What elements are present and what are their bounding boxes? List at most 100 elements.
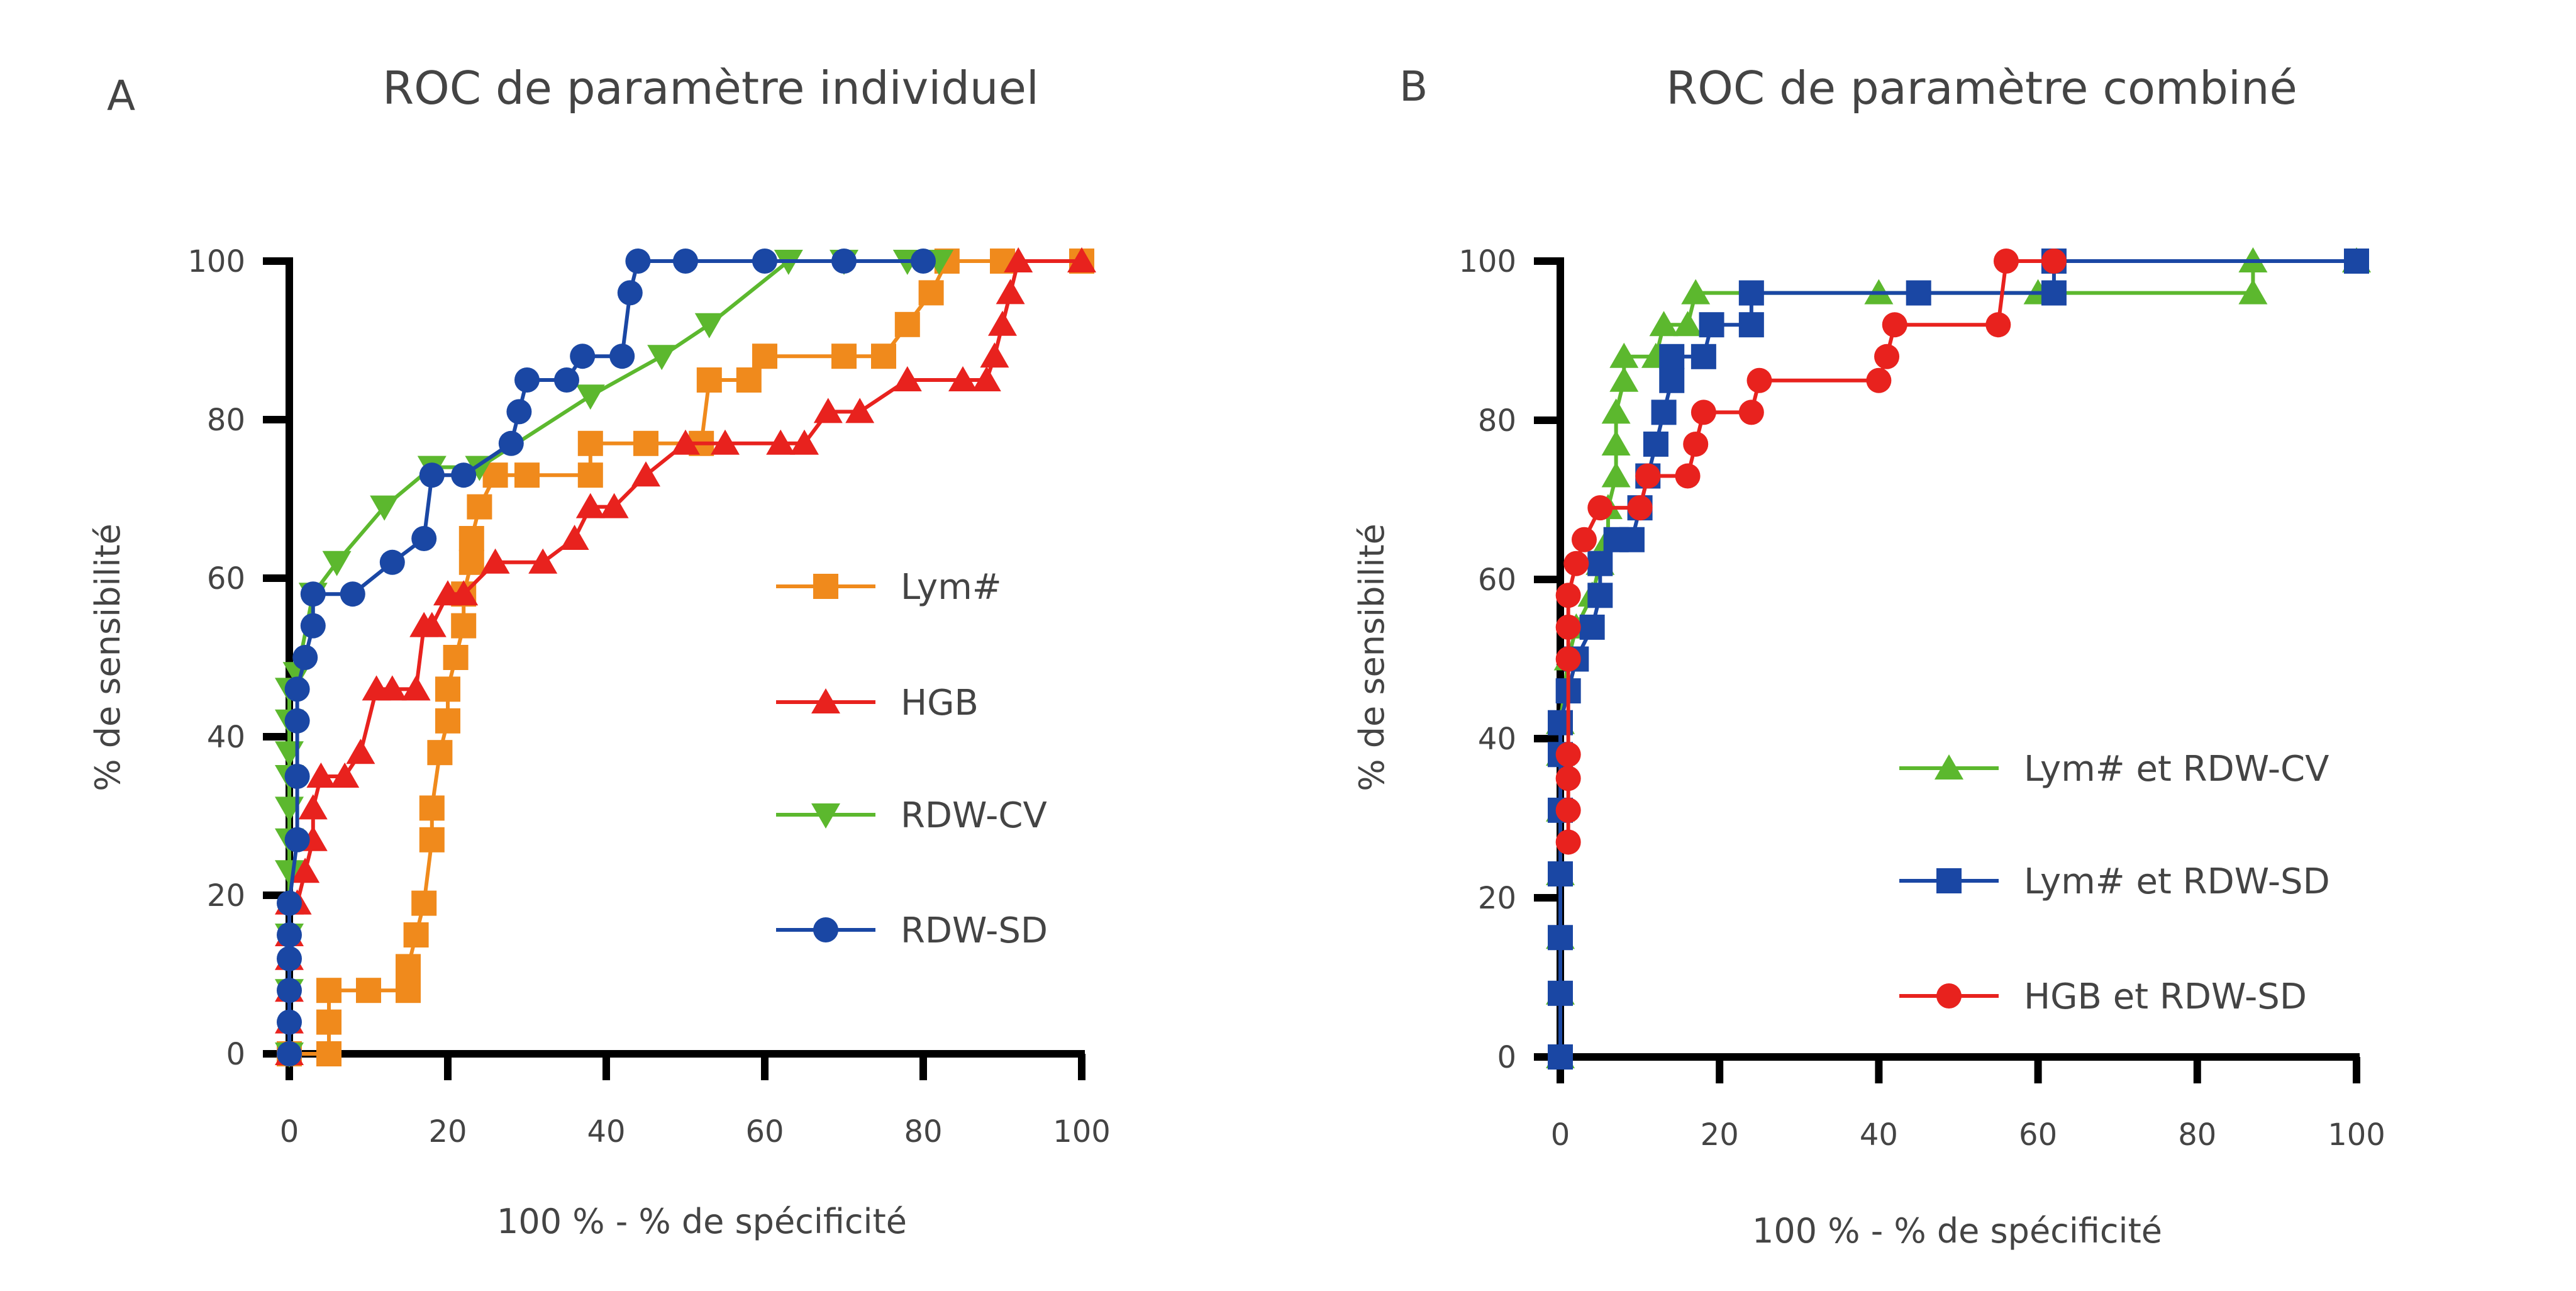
data-point — [1746, 367, 1772, 393]
data-point — [577, 462, 603, 488]
data-point — [292, 645, 318, 670]
data-point — [451, 613, 477, 639]
panel-a: A ROC de paramètre individuel 100 % - % … — [88, 62, 1111, 1241]
data-point — [396, 978, 421, 1003]
data-point — [1690, 344, 1716, 369]
legend-label: HGB — [901, 683, 979, 724]
legend-item: HGB — [776, 683, 979, 724]
data-point — [275, 860, 304, 886]
data-point — [1738, 280, 1764, 306]
data-point — [300, 581, 326, 607]
series-lym-et-rdw-sd — [1548, 249, 2369, 1070]
data-point — [1548, 861, 1573, 887]
data-point — [340, 581, 365, 607]
data-point — [980, 342, 1009, 368]
data-point — [711, 429, 740, 455]
data-point — [449, 580, 479, 606]
data-point — [1563, 550, 1589, 576]
chart-title: ROC de paramètre individuel — [382, 62, 1039, 115]
legend-label: RDW-CV — [901, 795, 1047, 836]
data-point — [330, 763, 360, 788]
data-point — [1067, 247, 1096, 272]
data-point — [1690, 400, 1716, 425]
data-point — [1985, 312, 2011, 338]
data-point — [673, 249, 698, 274]
data-point — [752, 344, 777, 369]
series-line — [287, 259, 1082, 1054]
data-point — [514, 462, 540, 488]
data-point — [401, 675, 431, 701]
y-tick-label: 40 — [1478, 722, 1516, 757]
data-point — [554, 367, 579, 393]
data-point — [306, 763, 336, 788]
data-point — [356, 978, 381, 1003]
data-point — [377, 675, 407, 701]
data-point — [316, 978, 341, 1003]
data-point — [2041, 280, 2067, 306]
data-point — [1681, 279, 1711, 305]
x-tick-label: 100 — [2328, 1117, 2385, 1153]
data-point — [379, 549, 405, 575]
data-point — [599, 493, 629, 518]
data-point — [419, 827, 445, 852]
data-point — [1579, 614, 1605, 640]
legend-item: HGB et RDW-SD — [1899, 976, 2307, 1017]
data-point — [443, 645, 469, 670]
data-point — [575, 384, 605, 410]
data-point — [1866, 367, 1892, 393]
legend-item: Lym# — [776, 567, 1002, 608]
data-point — [480, 548, 510, 574]
data-point — [766, 429, 796, 455]
y-axis-title: % de sensibilité — [88, 523, 128, 791]
data-point — [1587, 550, 1613, 576]
data-point — [625, 249, 651, 274]
data-point — [1555, 646, 1581, 672]
series-line — [287, 259, 940, 1054]
data-point — [435, 708, 460, 734]
legend-item: RDW-SD — [776, 910, 1048, 951]
legend-marker — [1936, 983, 1962, 1009]
data-point — [1555, 829, 1581, 855]
data-point — [300, 613, 326, 639]
legend-label: Lym# et RDW-SD — [2024, 861, 2330, 902]
data-point — [465, 455, 494, 481]
series-hgb-et-rdw-sd — [1555, 249, 2067, 855]
x-tick-label: 20 — [1701, 1117, 1739, 1153]
data-point — [1738, 400, 1764, 425]
data-point — [514, 367, 540, 393]
data-point — [1571, 527, 1597, 552]
legend-marker — [813, 574, 838, 599]
legend-marker — [1935, 754, 1963, 780]
data-point — [831, 249, 857, 274]
data-point — [1993, 249, 2019, 274]
data-point — [696, 367, 722, 393]
x-axis-title: 100 % - % de spécificité — [1752, 1211, 2162, 1251]
axes: 0 20 40 60 80 100 0 20 40 60 80 100 — [187, 244, 1110, 1149]
y-axis-title: % de sensibilité — [1352, 523, 1392, 791]
legend-marker — [1936, 868, 1962, 893]
data-point — [284, 827, 310, 852]
data-point — [396, 954, 421, 980]
legend-item: Lym# et RDW-CV — [1899, 749, 2329, 790]
data-point — [2344, 249, 2369, 274]
data-point — [1619, 527, 1645, 552]
chart-title: ROC de paramètre combiné — [1666, 62, 2297, 115]
y-tick-label: 0 — [226, 1037, 245, 1072]
data-point — [2041, 249, 2067, 274]
data-point — [577, 430, 603, 456]
data-point — [671, 429, 700, 455]
data-point — [1649, 311, 1679, 337]
data-point — [419, 795, 445, 821]
legend-marker — [813, 917, 838, 942]
data-point — [316, 1041, 341, 1066]
data-point — [1627, 495, 1653, 521]
data-point — [291, 858, 320, 883]
data-point — [458, 526, 484, 551]
x-tick-label: 60 — [745, 1114, 784, 1149]
data-point — [631, 461, 660, 487]
data-point — [894, 311, 920, 337]
data-point — [831, 344, 857, 369]
x-tick-label: 80 — [2178, 1117, 2216, 1153]
data-point — [467, 494, 492, 520]
data-point — [1683, 431, 1709, 457]
